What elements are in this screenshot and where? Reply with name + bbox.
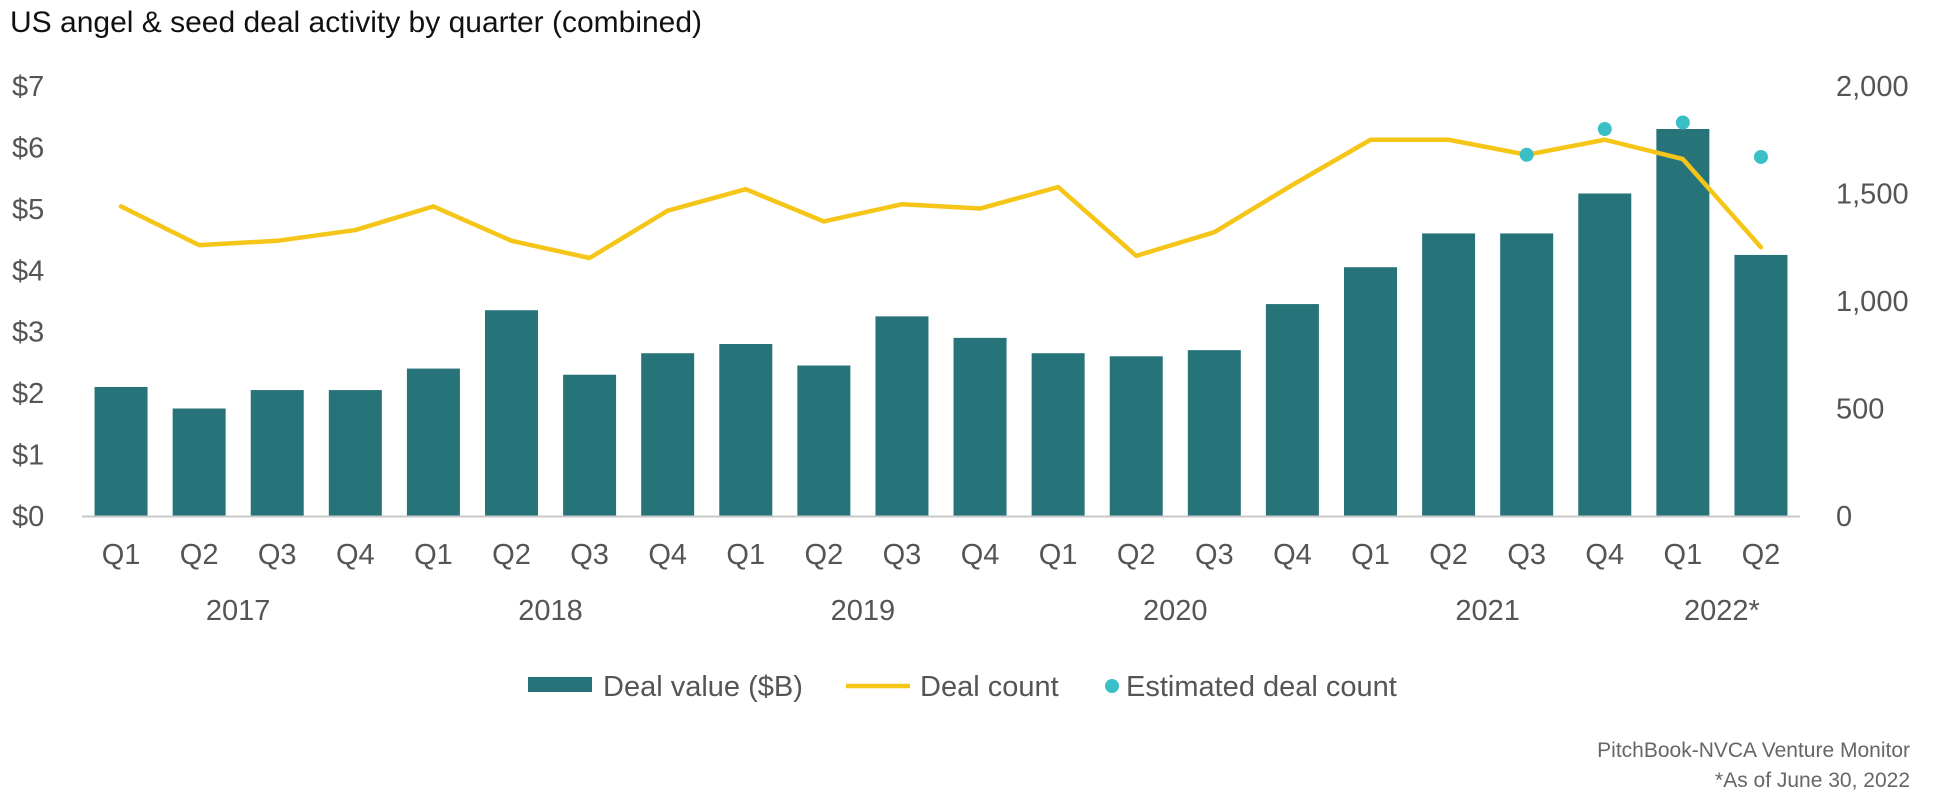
legend-swatch-deal-value [528,677,592,692]
bar-18 [1422,233,1476,516]
x-quarter-label: Q2 [492,539,531,571]
legend-label-estimated: Estimated deal count [1126,671,1397,703]
y-left-tick-label: $7 [12,71,44,103]
legend: Deal value ($B) Deal count Estimated deal … [528,671,1397,703]
x-quarter-label: Q4 [336,539,375,571]
x-quarter-label: Q1 [1351,539,1390,571]
bar-5 [406,368,460,516]
bar-21 [1656,129,1710,516]
line-series [118,137,1764,261]
y-left-tick-label: $0 [12,501,44,533]
scatter-series [1519,115,1768,164]
x-quarter-label: Q3 [883,539,922,571]
chart-title: US angel & seed deal activity by quarter… [10,6,702,39]
x-axis-quarter-labels: Q1 Q2 Q3 Q4 Q1 Q2 Q3 Q4 Q1 Q2 Q3 Q4 Q1 Q2 Q3 Q4 Q1 Q2 Q3 Q4… [102,539,1781,571]
x-year-label: 2022* [1684,595,1760,627]
bar-7 [563,374,617,516]
bar-16 [1265,304,1319,516]
estimated-dot-1 [1519,147,1534,162]
x-quarter-label: Q2 [180,539,219,571]
legend-label-deal-count: Deal count [920,671,1059,703]
legend-label-deal-value: Deal value ($B) [603,671,803,703]
bar-11 [875,316,929,516]
bar-13 [1031,353,1085,516]
x-quarter-label: Q3 [258,539,297,571]
y-left-tick-label: $3 [12,317,44,349]
x-year-label: 2018 [518,595,583,627]
bar-8 [641,353,695,516]
bar-series [94,129,1788,516]
y-right-tick-label: 500 [1836,394,1884,426]
bar-2 [172,408,226,516]
x-quarter-label: Q2 [805,539,844,571]
x-quarter-label: Q1 [726,539,765,571]
estimated-dot-4 [1753,149,1768,164]
bar-9 [719,344,773,516]
x-year-label: 2021 [1455,595,1520,627]
x-year-label: 2017 [206,595,271,627]
bar-19 [1500,233,1554,516]
source-line-2: *As of June 30, 2022 [1715,769,1910,792]
x-quarter-label: Q4 [1585,539,1624,571]
x-quarter-label: Q1 [1039,539,1078,571]
x-quarter-label: Q1 [1664,539,1703,571]
x-quarter-label: Q2 [1742,539,1781,571]
y-left-tick-label: $6 [12,132,44,164]
right-y-axis: 0 500 1,000 1,500 2,000 [1836,71,1909,533]
left-y-axis: $0 $1 $2 $3 $4 $5 $6 $7 [12,71,44,533]
y-left-tick-label: $5 [12,194,44,226]
bar-22 [1734,254,1788,516]
source-line-1: PitchBook-NVCA Venture Monitor [1597,739,1910,762]
bar-3 [250,390,304,516]
x-quarter-label: Q4 [648,539,687,571]
x-year-label: 2020 [1143,595,1208,627]
y-right-tick-label: 1,500 [1836,179,1909,211]
bar-12 [953,337,1007,516]
x-quarter-label: Q1 [102,539,141,571]
bar-4 [328,390,382,516]
x-quarter-label: Q4 [1273,539,1312,571]
y-left-tick-label: $1 [12,440,44,472]
x-quarter-label: Q2 [1117,539,1156,571]
x-axis-year-labels: 2017 2018 2019 2020 2021 2022* [206,595,1760,627]
x-quarter-label: Q4 [961,539,1000,571]
deal-count-line [118,137,1764,261]
legend-swatch-estimated [1105,679,1119,693]
y-left-tick-label: $4 [12,255,44,287]
bar-15 [1187,350,1241,516]
bar-14 [1109,356,1163,516]
bar-10 [797,365,851,516]
y-left-tick-label: $2 [12,378,44,410]
x-quarter-label: Q3 [570,539,609,571]
x-quarter-label: Q2 [1429,539,1468,571]
bar-1 [94,387,148,516]
x-quarter-label: Q3 [1195,539,1234,571]
estimated-dot-2 [1597,122,1612,136]
y-right-tick-label: 1,000 [1836,286,1909,318]
x-year-label: 2019 [831,595,896,627]
y-right-tick-label: 0 [1836,501,1852,533]
bar-6 [485,310,538,516]
x-quarter-label: Q1 [414,539,453,571]
y-right-tick-label: 2,000 [1836,71,1909,103]
x-quarter-label: Q3 [1507,539,1546,571]
bar-20 [1578,193,1632,516]
estimated-dot-3 [1675,115,1690,130]
bar-17 [1344,267,1397,516]
